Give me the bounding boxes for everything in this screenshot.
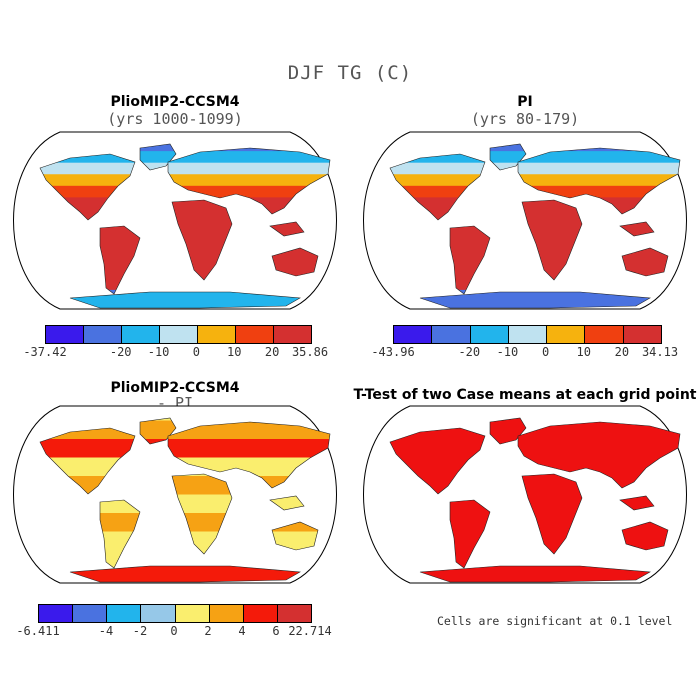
- colorbar-segment: [84, 326, 122, 343]
- landmass-greenland: [139, 143, 177, 171]
- colorbar-segment: [46, 326, 84, 343]
- colorbar-panel-3: [38, 604, 312, 623]
- colorbar-tick-label: -10: [147, 345, 170, 359]
- colorbar-panel-2: [393, 325, 662, 344]
- colorbar-tick-label: -20: [109, 345, 132, 359]
- colorbar-tick-label: 10: [576, 345, 591, 359]
- landmass-eurasia: [517, 421, 681, 489]
- landmass-southAmerica: [449, 499, 491, 569]
- landmass-africa: [521, 473, 583, 555]
- colorbar-segment: [39, 605, 74, 622]
- colorbar-segment: [236, 326, 274, 343]
- colorbar-tick-label: 6: [272, 624, 280, 638]
- colorbar-segment: [277, 605, 311, 622]
- colorbar-tick-label: -43.96: [371, 345, 415, 359]
- colorbar-tick-label: -10: [496, 345, 519, 359]
- colorbar-segment: [623, 326, 661, 343]
- colorbar-segment: [274, 326, 311, 343]
- colorbar-segment: [122, 326, 160, 343]
- landmass-antarctica: [69, 565, 301, 583]
- colorbar-tick-label: 0: [541, 345, 550, 359]
- colorbar-tick-label: -37.42: [23, 345, 67, 359]
- landmass-greenland: [489, 417, 527, 445]
- panel-2-title: PI: [517, 94, 533, 110]
- colorbar-tick-label: 4: [238, 624, 246, 638]
- landmass-indonesia: [619, 495, 655, 511]
- colorbar-tick-label: 0: [192, 345, 201, 359]
- landmass-indonesia: [269, 221, 305, 237]
- colorbar-segment: [107, 605, 142, 622]
- map-panel-1: [13, 131, 337, 310]
- colorbar-tick-label: 10: [227, 345, 242, 359]
- landmass-antarctica: [419, 291, 651, 309]
- colorbar-segment: [73, 605, 108, 622]
- colorbar-tick-label: 22.714: [288, 624, 332, 638]
- landmass-northAmerica: [389, 427, 486, 495]
- panel-4-title: T-Test of two Case means at each grid po…: [353, 387, 697, 403]
- panel-1-title: PlioMIP2-CCSM4: [110, 94, 240, 110]
- colorbar-tick-label: 35.86: [291, 345, 329, 359]
- colorbar-tick-label: -2: [132, 624, 148, 638]
- colorbar-segment: [243, 605, 278, 622]
- colorbar-segment: [470, 326, 509, 343]
- colorbar-segment: [209, 605, 244, 622]
- colorbar-segment: [432, 326, 471, 343]
- map-panel-4: [363, 405, 687, 584]
- colorbar-tick-label: 2: [204, 624, 212, 638]
- significance-note: Cells are significant at 0.1 level: [437, 614, 673, 628]
- colorbar-segment: [160, 326, 198, 343]
- colorbar-tick-label: 20: [614, 345, 630, 359]
- figure-title: DJF TG (C): [287, 62, 413, 84]
- colorbar-panel-1: [45, 325, 312, 344]
- landmass-antarctica: [419, 565, 651, 583]
- landmass-greenland: [489, 143, 527, 171]
- colorbar-segment: [141, 605, 176, 622]
- landmass-antarctica: [69, 291, 301, 309]
- panel-2-subtitle: (yrs 80-179): [470, 110, 580, 128]
- landmass-greenland: [139, 417, 177, 445]
- colorbar-segment: [198, 326, 236, 343]
- panel-1-subtitle: (yrs 1000-1099): [107, 110, 243, 128]
- colorbar-segment: [394, 326, 433, 343]
- colorbar-tick-label: 20: [264, 345, 280, 359]
- landmass-australia: [621, 521, 669, 551]
- landmass-australia: [271, 521, 319, 551]
- colorbar-tick-label: -6.411: [16, 624, 60, 638]
- colorbar-tick-label: 34.13: [641, 345, 679, 359]
- colorbar-tick-label: 0: [170, 624, 178, 638]
- landmass-indonesia: [619, 221, 655, 237]
- colorbar-tick-label: -20: [458, 345, 481, 359]
- colorbar-segment: [585, 326, 624, 343]
- map-panel-2: [363, 131, 687, 310]
- colorbar-segment: [508, 326, 548, 343]
- colorbar-tick-label: -4: [98, 624, 114, 638]
- landmass-australia: [271, 247, 319, 277]
- colorbar-segment: [547, 326, 586, 343]
- colorbar-segment: [175, 605, 210, 622]
- panel-3-title: PlioMIP2-CCSM4: [110, 380, 240, 396]
- landmass-australia: [621, 247, 669, 277]
- map-panel-3: [13, 405, 337, 584]
